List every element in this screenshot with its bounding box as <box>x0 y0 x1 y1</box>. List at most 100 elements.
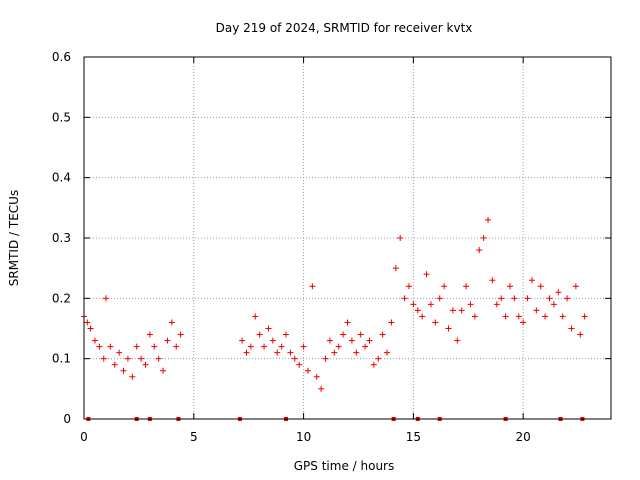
data-point <box>164 337 171 344</box>
data-point <box>485 216 492 223</box>
data-point <box>441 283 448 290</box>
data-point <box>388 319 395 326</box>
data-point <box>419 313 426 320</box>
data-point <box>353 349 360 356</box>
data-point <box>102 295 109 302</box>
data-point <box>247 343 254 350</box>
data-point <box>480 235 487 241</box>
data-point <box>151 343 158 350</box>
data-point <box>520 319 527 326</box>
data-point <box>445 325 452 332</box>
data-point <box>392 265 399 272</box>
data-point <box>287 349 294 356</box>
x-tick-label: 5 <box>190 430 198 444</box>
data-point <box>362 343 369 350</box>
data-point <box>318 385 325 392</box>
y-tick-label: 0.1 <box>52 352 71 366</box>
y-tick-label: 0.2 <box>52 291 71 305</box>
data-point <box>471 313 478 320</box>
data-point <box>502 313 509 320</box>
data-point <box>168 319 175 326</box>
grid-lines <box>84 57 611 419</box>
data-point <box>564 295 571 302</box>
data-point <box>133 343 140 350</box>
data-point <box>344 319 351 326</box>
x-axis-ticks: 0 5 10 15 20 <box>80 57 531 444</box>
data-point <box>449 307 456 314</box>
data-point <box>243 349 250 356</box>
data-point <box>96 343 103 350</box>
y-tick-label: 0.4 <box>52 171 71 185</box>
data-point <box>405 283 412 290</box>
data-point <box>278 343 285 350</box>
y-tick-label: 0.5 <box>52 110 71 124</box>
data-point <box>384 349 391 356</box>
y-tick-label: 0.6 <box>52 50 71 64</box>
data-point <box>568 325 575 332</box>
data-point <box>528 277 535 284</box>
data-point <box>340 331 347 338</box>
data-point <box>107 343 114 350</box>
y-axis-ticks: 0 0.1 0.2 0.3 0.4 0.5 0.6 <box>52 50 611 426</box>
data-point <box>423 271 430 278</box>
x-axis-label: GPS time / hours <box>294 459 395 473</box>
data-point <box>427 301 434 308</box>
data-point <box>476 247 483 254</box>
data-point <box>91 337 98 344</box>
data-point <box>138 355 145 362</box>
data-point <box>463 283 470 290</box>
y-axis-label: SRMTID / TECUs <box>7 190 21 286</box>
data-point <box>313 373 320 380</box>
data-points <box>81 216 588 392</box>
data-point <box>304 367 311 374</box>
data-point <box>572 283 579 290</box>
data-point <box>467 301 474 308</box>
data-point <box>84 319 91 326</box>
data-point <box>577 331 584 338</box>
data-point <box>100 355 107 362</box>
data-point <box>87 325 94 332</box>
data-point <box>177 331 184 338</box>
data-point <box>493 301 500 308</box>
data-point <box>454 337 461 344</box>
data-point <box>542 313 549 320</box>
data-point <box>239 337 246 344</box>
data-point <box>335 343 342 350</box>
data-point <box>256 331 263 338</box>
data-point <box>326 337 333 344</box>
data-point <box>414 307 421 314</box>
x-tick-label: 0 <box>80 430 88 444</box>
data-point <box>533 307 540 314</box>
data-point <box>555 289 562 296</box>
data-point <box>274 349 281 356</box>
data-point <box>537 283 544 290</box>
data-point <box>550 301 557 308</box>
data-point <box>142 361 149 368</box>
data-point <box>436 295 443 302</box>
data-point <box>111 361 118 368</box>
data-point <box>120 367 127 374</box>
data-point <box>401 295 408 302</box>
data-point <box>397 235 404 241</box>
data-point <box>291 355 298 362</box>
data-point <box>581 313 588 320</box>
data-point <box>348 337 355 344</box>
data-point <box>458 307 465 314</box>
data-point <box>410 301 417 308</box>
x-tick-label: 10 <box>296 430 311 444</box>
x-tick-label: 20 <box>516 430 531 444</box>
data-point <box>546 295 553 302</box>
data-point <box>173 343 180 350</box>
data-point <box>370 361 377 368</box>
data-point <box>515 313 522 320</box>
data-point <box>300 343 307 350</box>
data-point <box>309 283 316 290</box>
data-point <box>155 355 162 362</box>
data-point <box>265 325 272 332</box>
data-point <box>432 319 439 326</box>
data-point <box>375 355 382 362</box>
x-tick-label: 15 <box>406 430 421 444</box>
data-point <box>160 367 167 374</box>
data-point <box>283 331 290 338</box>
